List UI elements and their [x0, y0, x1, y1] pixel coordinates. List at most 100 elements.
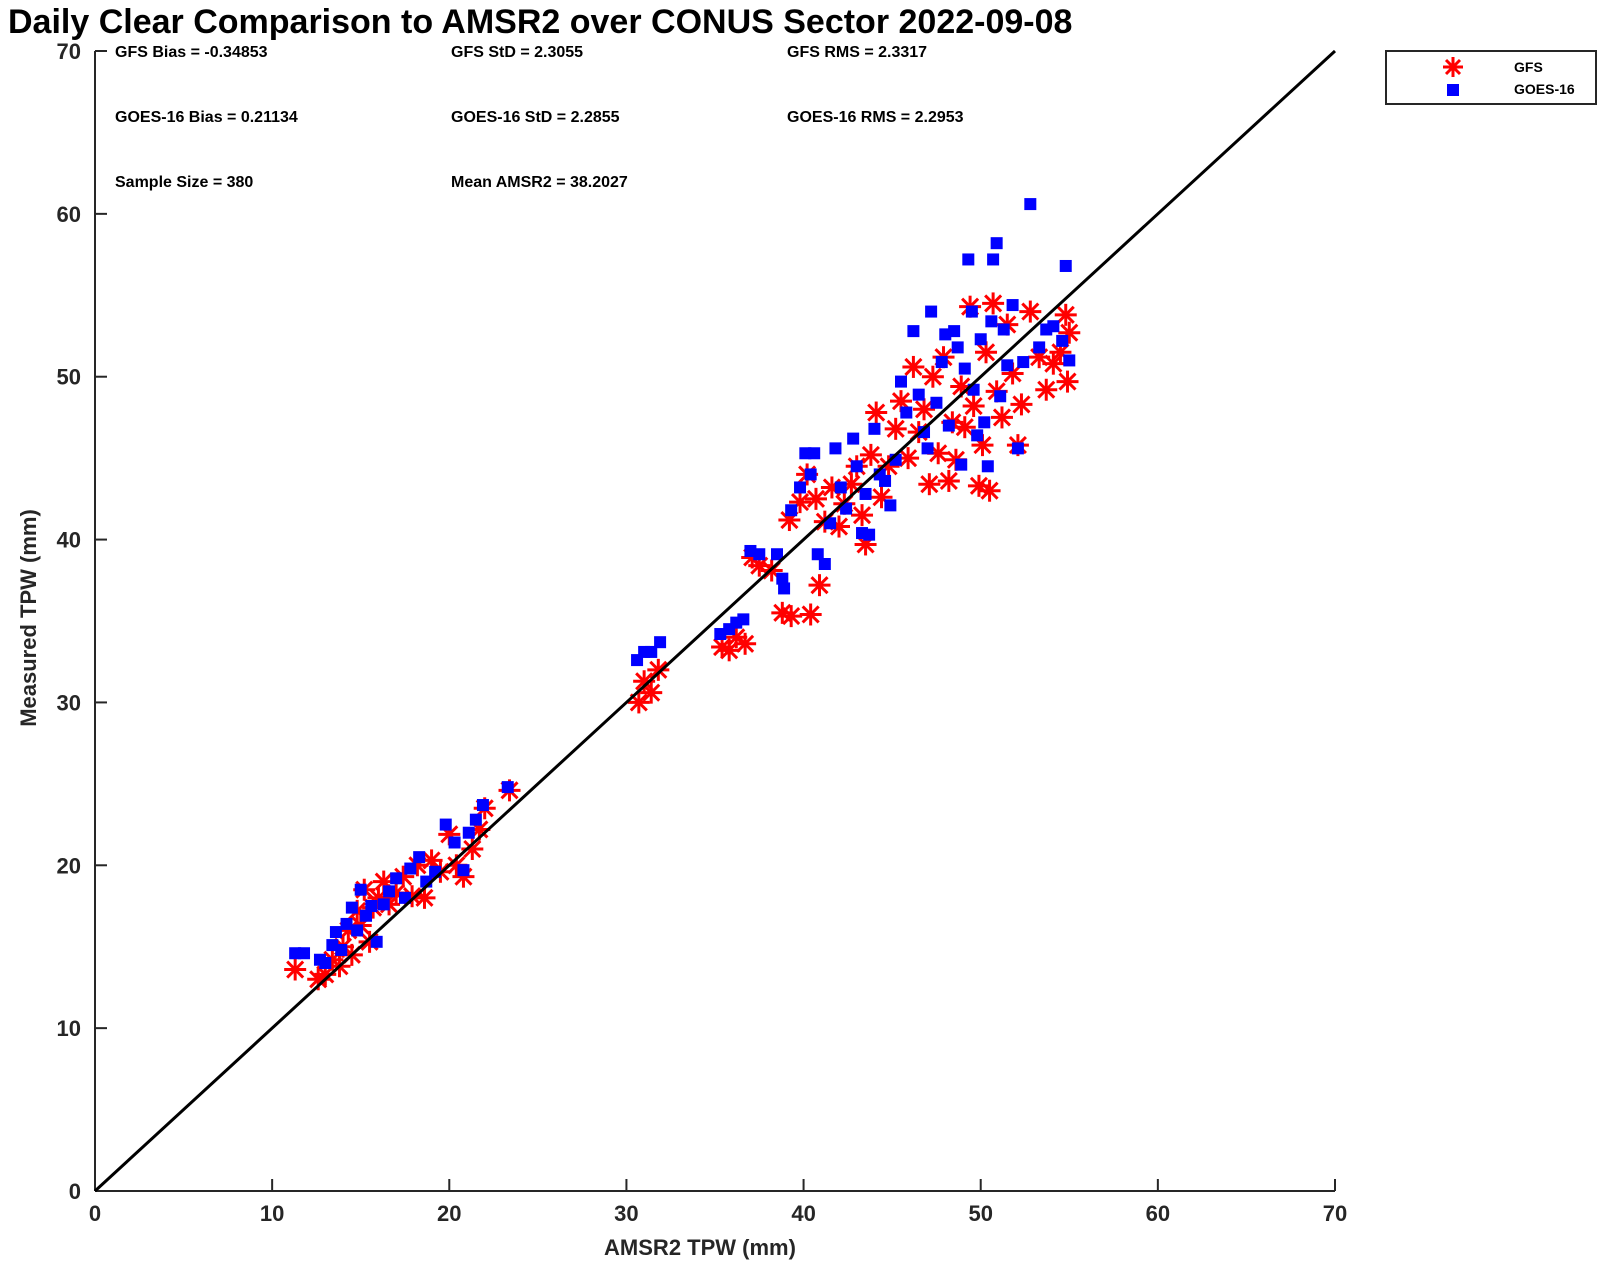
gfs-point [962, 395, 985, 418]
goes16-point [1059, 259, 1072, 272]
goes16-point [824, 517, 837, 530]
goes16-point [921, 442, 934, 455]
goes16-point [370, 935, 383, 948]
goes16-point [985, 315, 998, 328]
gfs-point [978, 479, 1001, 502]
x-tick-label: 40 [791, 1201, 815, 1226]
goes16-point [962, 253, 975, 266]
plot-area: 0 10 20 30 40 50 60 70 0 10 20 30 40 50 60 70 [57, 39, 1348, 1226]
legend-gfs-label: GFS [1514, 59, 1543, 75]
gfs-point [734, 632, 757, 655]
goes16-point [1047, 320, 1060, 333]
goes16-point [863, 528, 876, 541]
gfs-point [1019, 300, 1042, 323]
goes16-point [850, 460, 863, 473]
goes16-point [329, 926, 342, 939]
goes16-point [645, 645, 658, 658]
goes16-point [335, 943, 348, 956]
goes16-point [360, 909, 373, 922]
goes16-point [971, 429, 984, 442]
y-tick-label: 10 [57, 1016, 81, 1041]
goes16-point [383, 885, 396, 898]
goes16-point [413, 851, 426, 864]
goes16-point [1011, 442, 1024, 455]
gfs-point [640, 681, 663, 704]
goes16-point [859, 487, 872, 500]
x-tick-label: 30 [614, 1201, 638, 1226]
goes16-point [981, 460, 994, 473]
gfs-point [1042, 352, 1065, 375]
goes16-point [469, 813, 482, 826]
goes16-point [847, 432, 860, 445]
y-tick-label: 20 [57, 853, 81, 878]
gfs-point [284, 958, 307, 981]
goes16-point [1056, 334, 1069, 347]
stat-goes-bias: GOES-16 Bias = 0.21134 [115, 109, 298, 126]
goes16-point [351, 924, 364, 937]
gfs-point [990, 406, 1013, 429]
goes16-point [840, 502, 853, 515]
goes16-point [462, 826, 475, 839]
legend-goes-marker [1447, 84, 1459, 96]
goes16-point [987, 253, 1000, 266]
goes16-point [829, 442, 842, 455]
goes16-point [804, 468, 817, 481]
gfs-point [1054, 303, 1077, 326]
y-tick-label: 40 [57, 528, 81, 553]
goes16-point [818, 558, 831, 570]
goes16-point [925, 305, 938, 318]
goes16-point [737, 613, 750, 626]
goes16-point [345, 901, 358, 914]
goes16-point [900, 406, 913, 419]
x-axis-label: AMSR2 TPW (mm) [604, 1235, 796, 1260]
goes16-point [399, 891, 411, 904]
goes16-point [1006, 299, 1019, 312]
x-tick-label: 50 [968, 1201, 992, 1226]
goes16-point [439, 818, 452, 831]
gfs-point [780, 605, 803, 628]
goes16-point [997, 323, 1010, 336]
goes16-point [935, 356, 948, 369]
goes16-point [340, 917, 353, 930]
goes16-point [811, 548, 824, 561]
gfs-point [1035, 378, 1058, 401]
y-tick-label: 0 [69, 1179, 81, 1204]
goes16-point [298, 947, 311, 960]
goes16-point [942, 419, 955, 432]
goes16-point [965, 305, 978, 318]
gfs-point [921, 365, 944, 388]
gfs-point [799, 603, 822, 626]
gfs-point [808, 574, 831, 597]
gfs-point [627, 691, 650, 714]
x-tick-label: 60 [1146, 1201, 1170, 1226]
goes16-point [390, 872, 403, 885]
goes16-point [778, 582, 791, 595]
goes16-point [785, 504, 798, 517]
gfs-point [953, 416, 976, 439]
y-axis-label: Measured TPW (mm) [16, 509, 41, 727]
goes16-point [930, 396, 943, 409]
y-tick-label: 70 [57, 39, 81, 64]
goes16-point [1063, 354, 1076, 367]
legend-gfs-marker [1443, 57, 1463, 77]
goes16-point [978, 416, 991, 429]
goes16-point [868, 422, 881, 435]
stat-goes-std: GOES-16 StD = 2.2855 [451, 109, 620, 126]
goes16-point [776, 572, 789, 585]
gfs-point [865, 401, 888, 424]
goes16-point [354, 883, 367, 896]
stat-sample-size: Sample Size = 380 [115, 174, 253, 191]
stat-gfs-bias: GFS Bias = -0.34853 [115, 44, 268, 61]
gfs-point [804, 487, 827, 510]
y-tick-label: 60 [57, 202, 81, 227]
gfs-point [851, 504, 874, 527]
goes16-point [808, 447, 821, 460]
legend-box [1385, 50, 1597, 105]
y-tick-label: 30 [57, 690, 81, 715]
goes16-point [907, 325, 920, 338]
gfs-point [902, 355, 925, 378]
x-tick-label: 0 [89, 1201, 101, 1226]
goes16-point [951, 341, 964, 354]
goes16-point [974, 333, 987, 346]
